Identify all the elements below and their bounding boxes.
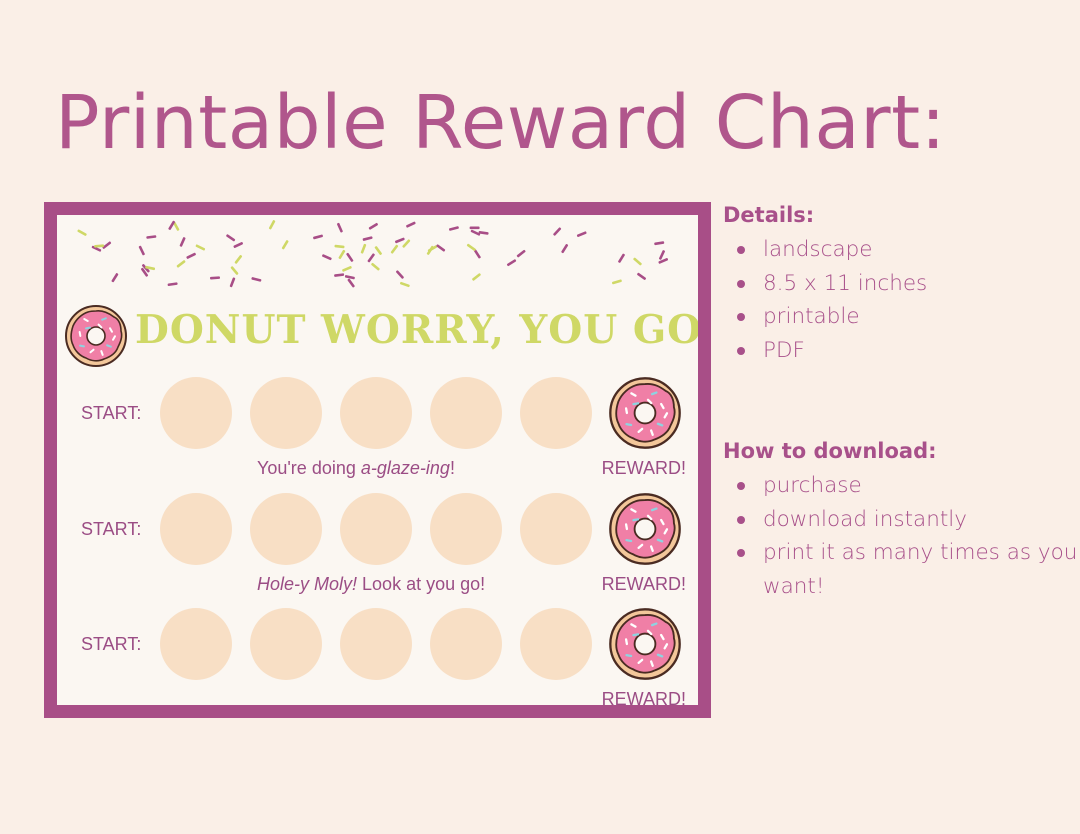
donut-icon: [65, 305, 127, 367]
reward-label: REWARD!: [601, 458, 686, 478]
list-item: 8.5 x 11 inches: [723, 267, 1078, 301]
details-list: landscape 8.5 x 11 inches printable PDF: [723, 233, 1078, 367]
reward-donut-icon: [609, 377, 681, 449]
reward-label: REWARD!: [601, 689, 686, 709]
bullet-icon: [737, 549, 745, 557]
sticker-circle[interactable]: [430, 493, 502, 565]
sticker-circle[interactable]: [430, 377, 502, 449]
reward-label: REWARD!: [601, 574, 686, 594]
start-label: START:: [81, 519, 142, 539]
list-item: print it as many times as you want!: [723, 536, 1078, 603]
sticker-circle[interactable]: [520, 608, 592, 680]
reward-donut-icon: [609, 608, 681, 680]
download-heading: How to download:: [723, 439, 937, 463]
sticker-circle[interactable]: [430, 608, 502, 680]
list-item: download instantly: [723, 503, 1078, 537]
bullet-icon: [737, 515, 745, 524]
sticker-circle[interactable]: [160, 493, 232, 565]
bullet-icon: [737, 246, 745, 254]
sticker-circle[interactable]: [250, 608, 322, 680]
download-list: purchase download instantly print it as …: [723, 469, 1078, 603]
list-item: PDF: [723, 334, 1078, 368]
sticker-circle[interactable]: [250, 377, 322, 449]
sticker-circle[interactable]: [520, 377, 592, 449]
reward-chart-card: Donut worry, you got this! START: REWARD…: [44, 202, 711, 718]
chart-headline: Donut worry, you got this!: [135, 307, 703, 353]
encouragement-caption: You're doing a-glaze-ing!: [257, 458, 455, 478]
sprinkles-decoration: [77, 220, 669, 288]
start-label: START:: [81, 403, 142, 423]
sticker-circle[interactable]: [340, 493, 412, 565]
sticker-circle[interactable]: [340, 608, 412, 680]
sticker-circle[interactable]: [160, 608, 232, 680]
reward-donut-icon: [609, 493, 681, 565]
list-item: purchase: [723, 469, 1078, 503]
bullet-icon: [737, 482, 745, 490]
start-label: START:: [81, 634, 142, 654]
list-item: landscape: [723, 233, 1078, 267]
bullet-icon: [737, 313, 745, 321]
encouragement-caption: Hole-y Moly! Look at you go!: [257, 574, 486, 594]
page-title: Printable Reward Chart:: [55, 80, 947, 166]
list-item: printable: [723, 300, 1078, 334]
sticker-circle[interactable]: [340, 377, 412, 449]
sticker-circle[interactable]: [250, 493, 322, 565]
sticker-circle[interactable]: [160, 377, 232, 449]
sticker-circle[interactable]: [520, 493, 592, 565]
product-details: Details: landscape 8.5 x 11 inches print…: [723, 203, 1078, 603]
bullet-icon: [737, 346, 745, 355]
details-heading: Details:: [723, 203, 815, 227]
bullet-icon: [737, 279, 745, 288]
